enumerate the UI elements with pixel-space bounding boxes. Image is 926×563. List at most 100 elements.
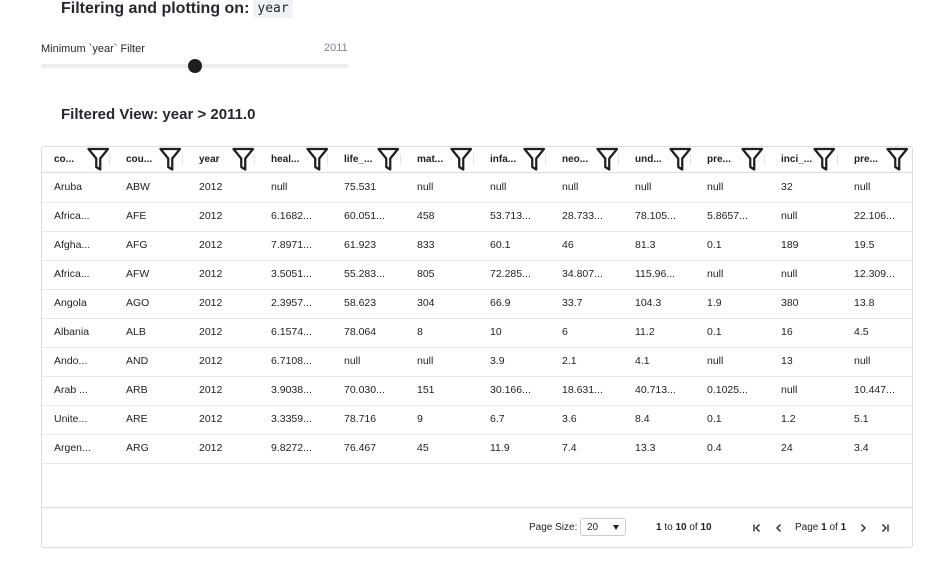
page-size-value: 20 <box>587 522 599 533</box>
slider-thumb[interactable] <box>187 59 202 73</box>
table-row[interactable]: Argen... ARG 2012 9.8272... 76.467 45 11.9 7.4 1… <box>42 434 912 464</box>
table-cell: 70.030... <box>344 384 385 396</box>
range-end: 10 <box>675 522 687 533</box>
table-cell: 2012 <box>199 384 223 396</box>
table-cell: 3.6 <box>562 413 577 425</box>
next-page-icon[interactable] <box>857 522 869 534</box>
column-header[interactable]: infa... <box>490 147 516 172</box>
column-separator[interactable] <box>400 154 401 165</box>
page-size-select[interactable]: 20 <box>580 518 626 536</box>
table-row[interactable]: Angola AGO 2012 2.3957... 58.623 304 66.9 33.7 1… <box>42 289 912 319</box>
first-page-icon[interactable] <box>751 522 763 534</box>
column-header[interactable]: und... <box>635 147 662 172</box>
filter-icon[interactable] <box>159 147 182 172</box>
table-cell: 151 <box>417 384 435 396</box>
table-cell: 13 <box>781 355 793 367</box>
table-cell: 380 <box>781 297 799 309</box>
table-cell: Africa... <box>54 210 90 222</box>
table-cell: 46 <box>562 239 574 251</box>
table-cell: 10.447... <box>854 384 895 396</box>
table-cell: 0.1 <box>707 326 722 338</box>
page-current: 1 <box>821 522 827 533</box>
filter-icon[interactable] <box>377 147 400 172</box>
column-separator[interactable] <box>182 154 183 165</box>
table-row[interactable]: Arab ... ARB 2012 3.9038... 70.030... 151 30.1… <box>42 376 912 406</box>
table-cell: 30.166... <box>490 384 531 396</box>
table-cell: null <box>417 181 434 193</box>
column-header[interactable]: year <box>199 147 220 172</box>
table-cell: null <box>490 181 507 193</box>
last-page-icon[interactable] <box>879 522 891 534</box>
table-cell: 0.1 <box>707 239 722 251</box>
column-separator[interactable] <box>764 154 765 165</box>
table-row[interactable]: Afgha... AFG 2012 7.8971... 61.923 833 60.1 46 8… <box>42 231 912 261</box>
table-cell: 5.8657... <box>707 210 748 222</box>
column-separator[interactable] <box>837 154 838 165</box>
column-separator[interactable] <box>545 154 546 165</box>
column-header-label: heal... <box>271 154 300 165</box>
filter-icon[interactable] <box>450 147 473 172</box>
filter-icon[interactable] <box>741 147 764 172</box>
column-separator[interactable] <box>618 154 619 165</box>
table-row[interactable]: Africa... AFW 2012 3.5051... 55.283... 805 72.… <box>42 260 912 290</box>
range-of: of <box>689 522 698 533</box>
table-cell: 78.716 <box>344 413 377 425</box>
filter-icon[interactable] <box>596 147 619 172</box>
column-separator[interactable] <box>690 154 691 165</box>
column-separator[interactable] <box>327 154 328 165</box>
column-separator[interactable] <box>254 154 255 165</box>
column-header-label: cou... <box>126 154 153 165</box>
table-cell: 2.3957... <box>271 297 312 309</box>
filter-icon[interactable] <box>813 147 836 172</box>
table-cell: 2012 <box>199 239 223 251</box>
column-header[interactable]: pre... <box>854 147 878 172</box>
column-header[interactable]: mat... <box>417 147 443 172</box>
table-cell: AGO <box>126 297 150 309</box>
table-cell: 24 <box>781 442 793 454</box>
table-cell: 833 <box>417 239 435 251</box>
range-to: to <box>664 522 673 533</box>
column-header[interactable]: neo... <box>562 147 588 172</box>
filter-icon[interactable] <box>306 147 329 172</box>
table-row[interactable]: Africa... AFE 2012 6.1682... 60.051... 458 53.… <box>42 202 912 232</box>
table-cell: Albania <box>54 326 90 338</box>
table-cell: 28.733... <box>562 210 603 222</box>
table-row[interactable]: Albania ALB 2012 6.1574... 78.064 8 10 6 11.2 0.1… <box>42 318 912 348</box>
table-cell: 45 <box>417 442 429 454</box>
table-cell: 1.9 <box>707 297 722 309</box>
table-cell: null <box>344 355 361 367</box>
table-cell: null <box>271 181 288 193</box>
column-header-label: year <box>199 154 220 165</box>
filter-icon[interactable] <box>232 147 255 172</box>
column-separator[interactable] <box>109 154 110 165</box>
filter-icon[interactable] <box>669 147 692 172</box>
table-cell: 12.309... <box>854 268 895 280</box>
filter-icon[interactable] <box>523 147 546 172</box>
table-cell: 9.8272... <box>271 442 312 454</box>
grid-footer: Page Size: 20 1 to 10 of 10 Page 1 of 1 <box>42 507 912 547</box>
table-cell: 6.1574... <box>271 326 312 338</box>
column-header[interactable]: heal... <box>271 147 299 172</box>
table-cell: null <box>854 355 871 367</box>
column-header[interactable]: inci_... <box>781 147 812 172</box>
table-cell: Angola <box>54 297 87 309</box>
column-header[interactable]: life_... <box>344 147 372 172</box>
column-header[interactable]: pre... <box>707 147 731 172</box>
grid-header: co... cou... year heal... life_... mat... infa… <box>42 147 912 173</box>
table-cell: 78.105... <box>635 210 676 222</box>
column-separator[interactable] <box>473 154 474 165</box>
column-header[interactable]: cou... <box>126 147 152 172</box>
table-cell: Unite... <box>54 413 88 425</box>
table-row[interactable]: Unite... ARE 2012 3.3359... 78.716 9 6.7 3.6 8.4… <box>42 405 912 435</box>
table-cell: 9 <box>417 413 423 425</box>
table-row[interactable]: Ando... AND 2012 6.7108... null null 3.9 2.1 4.1… <box>42 347 912 377</box>
table-row[interactable]: Aruba ABW 2012 null 75.531 null null null null nu… <box>42 173 912 203</box>
column-header-label: co... <box>54 154 75 165</box>
table-cell: 1.2 <box>781 413 796 425</box>
table-cell: 81.3 <box>635 239 656 251</box>
column-header[interactable]: co... <box>54 147 74 172</box>
filter-icon[interactable] <box>87 147 110 172</box>
column-header-label: inci_... <box>781 154 813 165</box>
previous-page-icon[interactable] <box>773 522 785 534</box>
filter-icon[interactable] <box>886 147 909 172</box>
